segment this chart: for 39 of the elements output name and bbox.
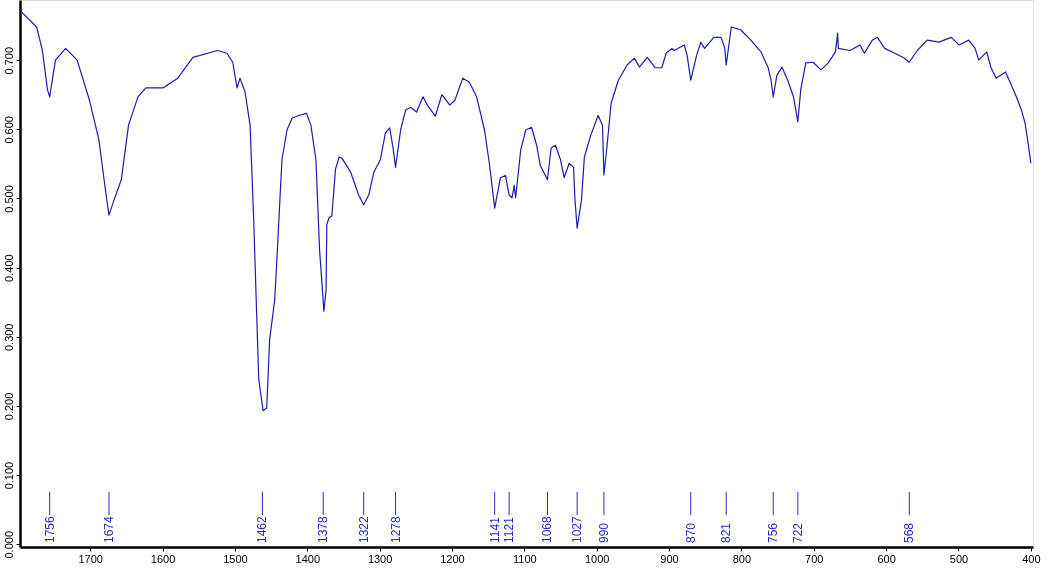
- x-tick-label: 800: [732, 552, 752, 565]
- y-tick-label: 0.700: [2, 46, 15, 75]
- annotation: 870: [683, 522, 698, 543]
- y-tick-label: 0.000: [2, 530, 15, 559]
- annotation: 990: [596, 522, 611, 543]
- x-tick-label: 1300: [367, 552, 393, 565]
- annotation: 1027: [570, 515, 585, 543]
- annotation: 1278: [388, 515, 403, 543]
- x-tick-label: 600: [877, 552, 896, 565]
- x-tick-label: 1500: [223, 552, 248, 565]
- x-tick-label: 700: [805, 552, 824, 565]
- x-tick-label: 1600: [150, 552, 176, 565]
- y-tick-label: 0.200: [2, 392, 15, 421]
- x-tick-label: 1400: [295, 552, 320, 565]
- y-tick-label: 0.500: [2, 185, 15, 213]
- annotation: 1121: [502, 516, 517, 543]
- annotation: 1141: [487, 516, 502, 543]
- y-tick-label: 0.400: [2, 254, 15, 282]
- annotation: 756: [766, 522, 781, 543]
- annotation: 722: [790, 522, 805, 543]
- x-tick-label: 900: [660, 552, 679, 565]
- y-tick-label: 0.600: [2, 116, 15, 144]
- x-tick-label: 1100: [513, 552, 537, 565]
- x-tick-label: 400: [1022, 552, 1041, 565]
- y-tick-label: 0.100: [2, 461, 15, 490]
- x-tick-label: 1700: [78, 552, 103, 565]
- annotation: 1068: [540, 515, 555, 543]
- line-series: [20, 10, 1032, 412]
- annotation: 821: [719, 522, 734, 543]
- y-tick-label: 0.300: [2, 323, 15, 352]
- annotation: 1378: [316, 515, 331, 543]
- x-tick-label: 1000: [584, 552, 610, 565]
- annotation: 1756: [42, 515, 57, 543]
- annotation: 1322: [356, 515, 371, 543]
- annotation: 1462: [255, 515, 270, 543]
- x-tick-label: 1200: [440, 552, 465, 565]
- x-tick-label: 500: [949, 552, 969, 565]
- annotation: 568: [902, 522, 917, 543]
- annotation: 1674: [102, 515, 116, 543]
